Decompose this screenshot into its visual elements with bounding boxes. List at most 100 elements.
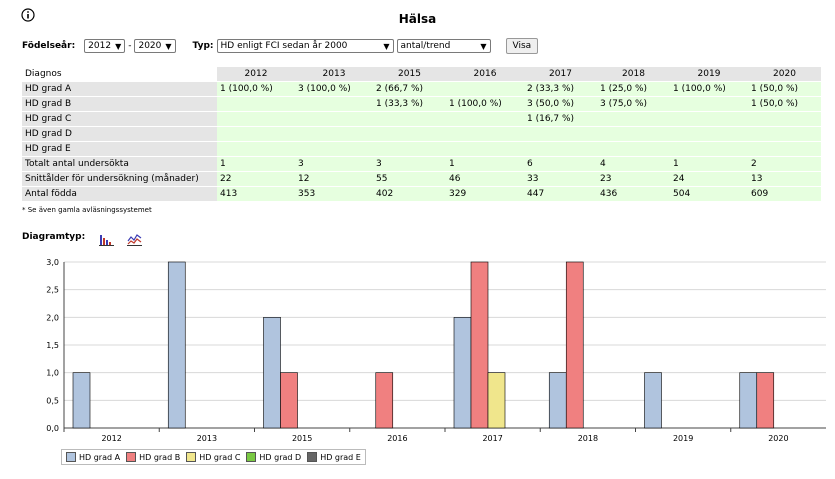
year-header: 2019 <box>670 67 748 82</box>
legend-item: HD grad C <box>186 452 240 462</box>
show-button[interactable]: Visa <box>505 38 539 54</box>
table-footnote[interactable]: * Se även gamla avläsningssystemet <box>22 206 152 214</box>
year-header: 2020 <box>748 67 821 82</box>
value-cell <box>524 126 597 142</box>
x-tick-label: 2017 <box>482 434 502 443</box>
diagnosis-cell: HD grad A <box>22 81 217 97</box>
value-cell <box>524 141 597 157</box>
value-cell: 1 <box>670 156 748 172</box>
value-cell: 1 (33,3 %) <box>373 96 446 112</box>
bar <box>565 261 584 429</box>
legend-label: HD grad B <box>139 452 181 462</box>
from-year-select[interactable]: 2012 ▼ <box>84 39 126 53</box>
to-year-value: 2020 <box>138 41 162 51</box>
y-tick-label: 3,0 <box>46 258 59 267</box>
value-cell <box>446 126 524 142</box>
value-cell: 33 <box>524 171 597 187</box>
bar-chart-icon[interactable] <box>99 232 115 246</box>
x-tick-label: 2012 <box>101 434 121 443</box>
chevron-down-icon: ▼ <box>115 41 122 51</box>
from-year-value: 2012 <box>88 41 112 51</box>
diagram-type-label: Diagramtyp: <box>22 232 86 242</box>
value-cell <box>295 141 373 157</box>
value-cell <box>748 111 821 127</box>
value-cell <box>446 81 524 97</box>
legend-item: HD grad A <box>66 452 120 462</box>
value-cell <box>217 96 295 112</box>
value-cell <box>295 111 373 127</box>
table-row: Snittålder för undersökning (månader) 22 1… <box>22 171 821 187</box>
diagnosis-cell: HD grad D <box>22 126 217 142</box>
filter-controls: Födelseår: 2012 ▼ - 2020 ▼ Typ: HD enligt … <box>22 37 539 55</box>
value-cell <box>217 141 295 157</box>
year-separator: - <box>128 41 132 51</box>
diagnosis-cell: HD grad E <box>22 141 217 157</box>
value-cell: 402 <box>373 186 446 202</box>
legend-item: HD grad D <box>246 452 301 462</box>
value-cell <box>597 111 670 127</box>
legend-swatch <box>186 452 197 462</box>
value-cell <box>748 126 821 142</box>
value-cell: 1 (16,7 %) <box>524 111 597 127</box>
diagnosis-cell: Snittålder för undersökning (månader) <box>22 171 217 187</box>
table-header-row: Diagnos 2012 2013 2015 2016 2017 2018 20… <box>22 67 821 82</box>
type-select[interactable]: HD enligt FCI sedan år 2000 ▼ <box>216 39 394 53</box>
value-cell <box>670 96 748 112</box>
value-cell <box>597 126 670 142</box>
value-cell <box>446 141 524 157</box>
mode-select[interactable]: antal/trend ▼ <box>396 39 491 53</box>
x-tick-label: 2018 <box>578 434 598 443</box>
y-tick-label: 0,0 <box>46 424 59 433</box>
value-cell <box>295 96 373 112</box>
type-label: Typ: <box>192 41 214 51</box>
info-circle-icon[interactable] <box>21 8 35 22</box>
bar <box>375 372 394 429</box>
value-cell: 55 <box>373 171 446 187</box>
y-tick-label: 1,5 <box>46 341 59 350</box>
legend-item: HD grad E <box>307 452 361 462</box>
bar <box>167 261 186 429</box>
year-header: 2016 <box>446 67 524 82</box>
bar <box>548 372 567 429</box>
year-header: 2018 <box>597 67 670 82</box>
value-cell <box>670 111 748 127</box>
value-cell: 1 <box>446 156 524 172</box>
value-cell: 2 <box>748 156 821 172</box>
table-row: Antal födda 413 353 402 329 447 436 504 609 <box>22 186 821 202</box>
diagnosis-cell: HD grad B <box>22 96 217 112</box>
value-cell: 46 <box>446 171 524 187</box>
y-tick-label: 2,0 <box>46 313 59 322</box>
bar <box>739 372 758 429</box>
value-cell <box>670 126 748 142</box>
chart-legend: HD grad A HD grad B HD grad C HD grad D HD g… <box>61 449 366 465</box>
birth-year-label: Födelseår: <box>22 41 76 51</box>
value-cell: 12 <box>295 171 373 187</box>
health-table: Diagnos 2012 2013 2015 2016 2017 2018 20… <box>22 67 821 202</box>
value-cell <box>748 141 821 157</box>
line-chart-icon[interactable] <box>127 232 143 246</box>
value-cell <box>217 126 295 142</box>
bar <box>280 372 298 429</box>
to-year-select[interactable]: 2020 ▼ <box>134 39 176 53</box>
legend-swatch <box>66 452 76 462</box>
value-cell: 13 <box>748 171 821 187</box>
value-cell: 436 <box>597 186 670 202</box>
value-cell: 22 <box>217 171 295 187</box>
value-cell: 609 <box>748 186 821 202</box>
legend-swatch <box>126 452 137 462</box>
x-tick-label: 2019 <box>673 434 693 443</box>
x-tick-label: 2013 <box>197 434 217 443</box>
bar <box>756 372 775 429</box>
bar <box>644 372 662 429</box>
page-title: Hälsa <box>398 12 437 26</box>
legend-label: HD grad C <box>199 452 241 462</box>
year-header: 2017 <box>524 67 597 82</box>
table-row: HD grad D <box>22 126 821 142</box>
value-cell <box>295 126 373 142</box>
value-cell: 1 (100,0 %) <box>446 96 524 112</box>
value-cell <box>670 141 748 157</box>
y-tick-label: 1,0 <box>46 369 59 378</box>
value-cell: 447 <box>524 186 597 202</box>
value-cell: 6 <box>524 156 597 172</box>
